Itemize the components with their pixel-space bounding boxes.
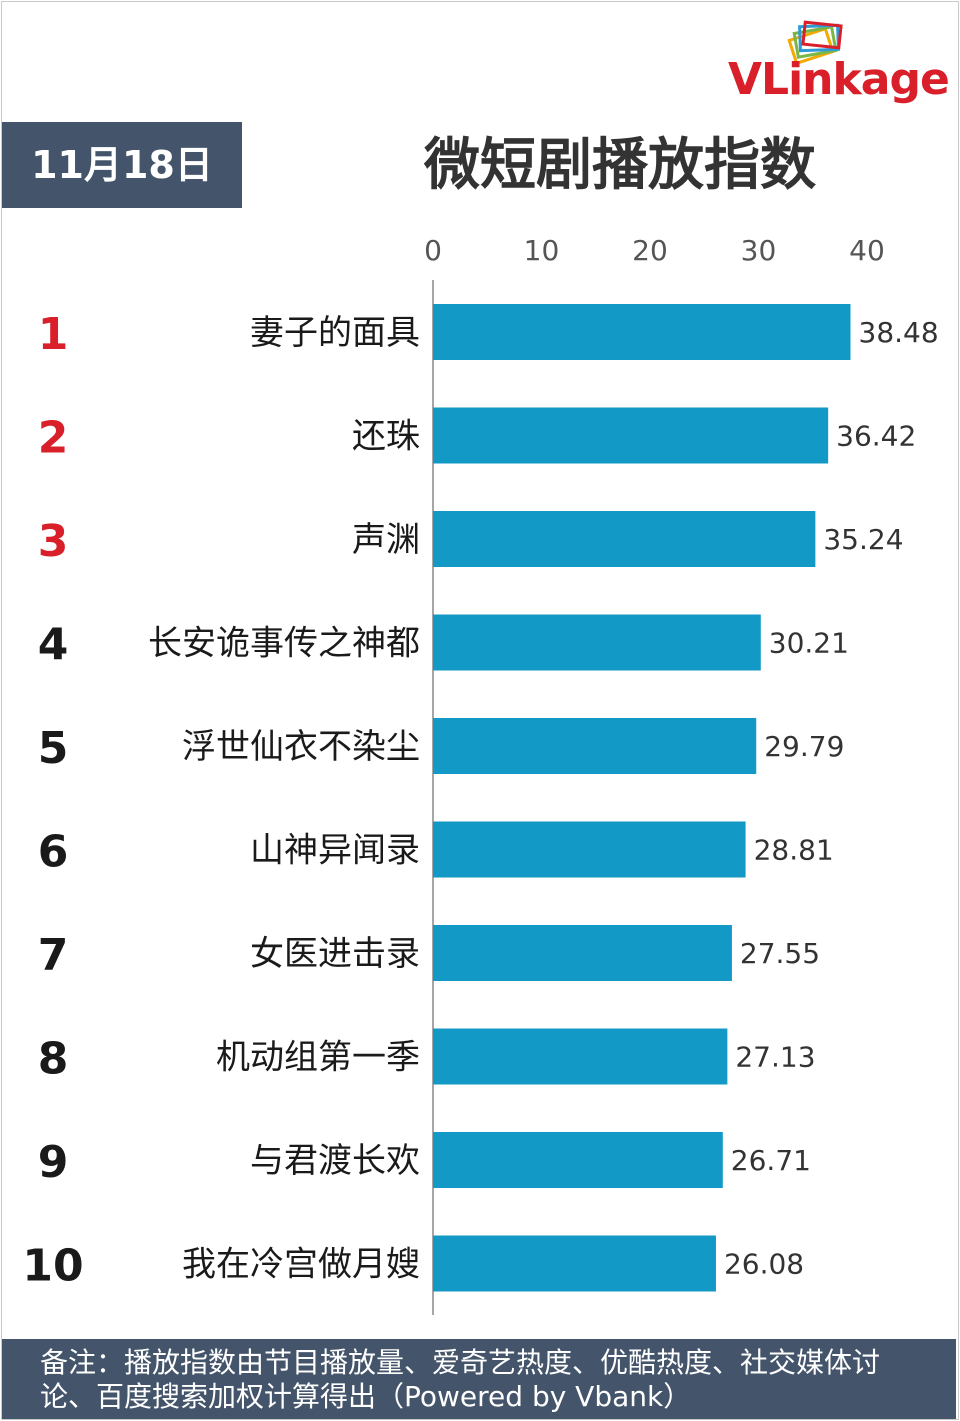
bar-5 — [433, 718, 757, 774]
bar-4 — [433, 614, 761, 671]
rank-label-3: 3 — [38, 516, 69, 567]
value-label-4: 30.21 — [769, 627, 849, 660]
rank-label-9: 9 — [38, 1137, 69, 1188]
category-label-9: 与君渡长欢 — [250, 1141, 420, 1181]
category-label-5: 浮世仙衣不染尘 — [182, 727, 420, 767]
bar-chart: 0 10 20 30 40 1 妻子的面具 38.48 2 还珠 36.42 3 声渊 35.24 4 长安诡… — [22, 234, 939, 1315]
chart-title: 微短剧播放指数 — [424, 133, 816, 198]
value-label-5: 29.79 — [764, 730, 844, 763]
rank-label-6: 6 — [38, 827, 69, 878]
footer-line-2: 论、百度搜索加权计算得出（Powered by Vbank） — [40, 1380, 692, 1413]
x-tick-label-0: 0 — [424, 234, 442, 267]
x-tick-label-2: 20 — [632, 234, 668, 267]
bar-1 — [433, 304, 851, 360]
value-label-2: 36.42 — [836, 420, 916, 453]
x-tick-label-3: 30 — [741, 234, 777, 267]
category-label-3: 声渊 — [352, 520, 420, 560]
category-label-4: 长安诡事传之神都 — [148, 624, 420, 664]
logo-wordmark: VLinkage — [728, 54, 950, 105]
rank-label-1: 1 — [38, 309, 69, 360]
bar-3 — [433, 511, 816, 567]
rank-label-7: 7 — [38, 930, 69, 981]
rank-label-2: 2 — [38, 413, 69, 464]
category-label-2: 还珠 — [352, 417, 420, 457]
bar-10 — [433, 1235, 716, 1292]
category-label-7: 女医进击录 — [250, 934, 420, 974]
bar-6 — [433, 821, 746, 878]
value-label-1: 38.48 — [859, 316, 939, 349]
rank-label-8: 8 — [38, 1034, 69, 1085]
value-label-7: 27.55 — [740, 937, 820, 970]
footer-line-1: 备注：播放指数由节目播放量、爱奇艺热度、优酷热度、社交媒体讨 — [40, 1346, 881, 1379]
rank-label-4: 4 — [38, 620, 69, 671]
category-label-8: 机动组第一季 — [216, 1038, 420, 1078]
footer-note: 备注：播放指数由节目播放量、爱奇艺热度、优酷热度、社交媒体讨 论、百度搜索加权计… — [2, 1339, 956, 1419]
bar-7 — [433, 925, 732, 981]
vlinkage-logo: VLinkage — [728, 18, 952, 105]
category-label-10: 我在冷宫做月嫂 — [182, 1245, 420, 1285]
logo-cards-icon — [787, 20, 843, 64]
date-badge: 11月18日 — [2, 122, 242, 208]
value-label-3: 35.24 — [823, 523, 903, 556]
value-label-10: 26.08 — [724, 1248, 804, 1281]
value-label-6: 28.81 — [754, 834, 834, 867]
bar-2 — [433, 407, 829, 464]
value-label-9: 26.71 — [731, 1144, 811, 1177]
value-label-8: 27.13 — [735, 1041, 815, 1074]
x-tick-label-4: 40 — [849, 234, 885, 267]
category-label-6: 山神异闻录 — [250, 831, 420, 871]
bar-8 — [433, 1028, 728, 1085]
bar-9 — [433, 1132, 723, 1188]
x-tick-label-1: 10 — [524, 234, 560, 267]
category-label-1: 妻子的面具 — [250, 313, 420, 353]
rank-label-10: 10 — [22, 1241, 83, 1292]
rank-label-5: 5 — [38, 723, 69, 774]
